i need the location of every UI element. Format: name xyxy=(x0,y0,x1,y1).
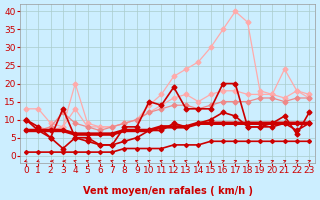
X-axis label: Vent moyen/en rafales ( km/h ): Vent moyen/en rafales ( km/h ) xyxy=(83,186,252,196)
